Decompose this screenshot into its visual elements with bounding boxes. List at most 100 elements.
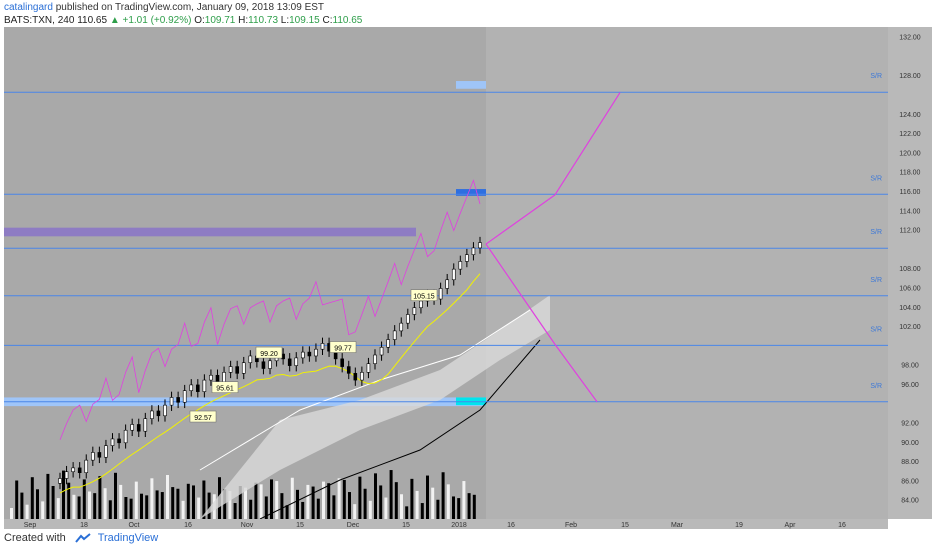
- volume-bar: [426, 475, 429, 519]
- volume-bar: [140, 493, 143, 519]
- volume-bar: [452, 496, 455, 519]
- candle-body: [156, 410, 161, 417]
- volume-bar: [368, 500, 372, 519]
- candle-body: [64, 471, 69, 479]
- volume-bar: [400, 494, 403, 519]
- sr-label: S/R: [870, 383, 882, 390]
- footer: Created with TradingView: [4, 532, 158, 544]
- volume-bar: [119, 484, 123, 519]
- sr-label: S/R: [870, 229, 882, 236]
- price-annotation-box: [255, 346, 283, 359]
- volume-bar: [30, 477, 34, 519]
- candle-body: [478, 242, 482, 249]
- open-label: O:: [194, 15, 205, 26]
- close-label: C:: [322, 15, 333, 26]
- projection-area: [486, 27, 888, 519]
- candle-body: [314, 348, 318, 357]
- volume-bar: [186, 483, 190, 519]
- high-label: H:: [238, 15, 249, 26]
- price-axis: [888, 27, 932, 519]
- volume-bar: [82, 479, 86, 519]
- volume-bar: [114, 472, 117, 519]
- x-tick-label: Dec: [347, 522, 360, 529]
- volume-bar: [374, 473, 377, 519]
- volume-bar: [108, 500, 112, 519]
- candle-body: [91, 452, 95, 461]
- y-tick-label: 92.00: [901, 421, 919, 428]
- volume-bar: [363, 488, 367, 519]
- price-annotation: 99.20: [260, 351, 278, 358]
- volume-bar: [285, 505, 289, 519]
- volume-bar: [290, 477, 294, 519]
- created-with-text: Created with: [4, 532, 66, 544]
- y-tick-label: 118.00: [900, 170, 921, 177]
- volume-bar: [51, 486, 55, 519]
- low-value: 109.15: [289, 15, 320, 26]
- y-tick-label: 108.00: [899, 266, 921, 273]
- volume-bar: [20, 492, 24, 519]
- volume-bar: [228, 490, 232, 519]
- volume-bar: [202, 480, 206, 519]
- volume-bar: [145, 495, 149, 519]
- x-tick-label: 2018: [451, 522, 467, 529]
- candle-body: [130, 424, 134, 431]
- x-tick-label: Sep: [24, 522, 37, 529]
- volume-bar: [259, 484, 263, 519]
- volume-bar: [134, 481, 138, 519]
- candle-body: [235, 366, 239, 374]
- candle-body: [307, 351, 312, 357]
- author-name[interactable]: catalingard: [4, 2, 53, 13]
- candle-body: [228, 366, 233, 373]
- volume-bar: [348, 492, 351, 519]
- y-tick-label: 98.00: [901, 363, 919, 370]
- candle-body: [451, 268, 456, 281]
- volume-bar: [67, 482, 71, 519]
- y-tick-label: 124.00: [899, 112, 921, 119]
- candle-body: [301, 351, 305, 359]
- volume-bar: [160, 492, 164, 519]
- volume-bar: [197, 497, 201, 519]
- candle-body: [366, 363, 371, 373]
- candle-body: [182, 390, 187, 403]
- y-tick-label: 122.00: [899, 131, 921, 138]
- candle-body: [392, 330, 397, 340]
- volume-bar: [358, 476, 362, 519]
- volume-bar: [129, 498, 133, 519]
- candle-body: [241, 362, 246, 374]
- volume-bar: [181, 500, 185, 519]
- volume-bar: [441, 472, 445, 519]
- volume-bar: [322, 481, 325, 519]
- volume-bar: [207, 492, 211, 519]
- volume-bar: [301, 501, 305, 519]
- price-annotation: 99.77: [334, 346, 352, 353]
- volume-bar: [103, 488, 107, 519]
- candle-body: [176, 397, 180, 403]
- candle-body: [340, 358, 344, 367]
- y-tick-label: 114.00: [900, 208, 921, 215]
- tradingview-brand[interactable]: TradingView: [97, 532, 159, 544]
- cloud-lower-line: [259, 339, 541, 520]
- candle-body: [346, 366, 351, 374]
- time-axis: [4, 519, 888, 529]
- volume-bar: [98, 476, 102, 519]
- candle-body: [77, 467, 82, 473]
- volume-bar: [337, 478, 341, 519]
- volume-bar: [306, 484, 310, 519]
- x-tick-label: 15: [621, 522, 629, 529]
- price-annotation-box: [189, 410, 217, 423]
- candle-body: [97, 452, 102, 458]
- volume-bar: [88, 491, 91, 519]
- volume-bar: [62, 470, 65, 519]
- y-tick-label: 102.00: [899, 324, 921, 331]
- candle-body: [287, 358, 292, 366]
- volume-bar: [41, 501, 45, 519]
- candle-body: [71, 467, 75, 473]
- x-tick-label: 15: [402, 522, 410, 529]
- candle-body: [117, 438, 121, 444]
- volume-bar: [166, 475, 169, 519]
- candle-body: [58, 478, 62, 484]
- candle-body: [294, 357, 299, 366]
- volume-bar: [249, 499, 253, 519]
- volume-bar: [192, 485, 195, 519]
